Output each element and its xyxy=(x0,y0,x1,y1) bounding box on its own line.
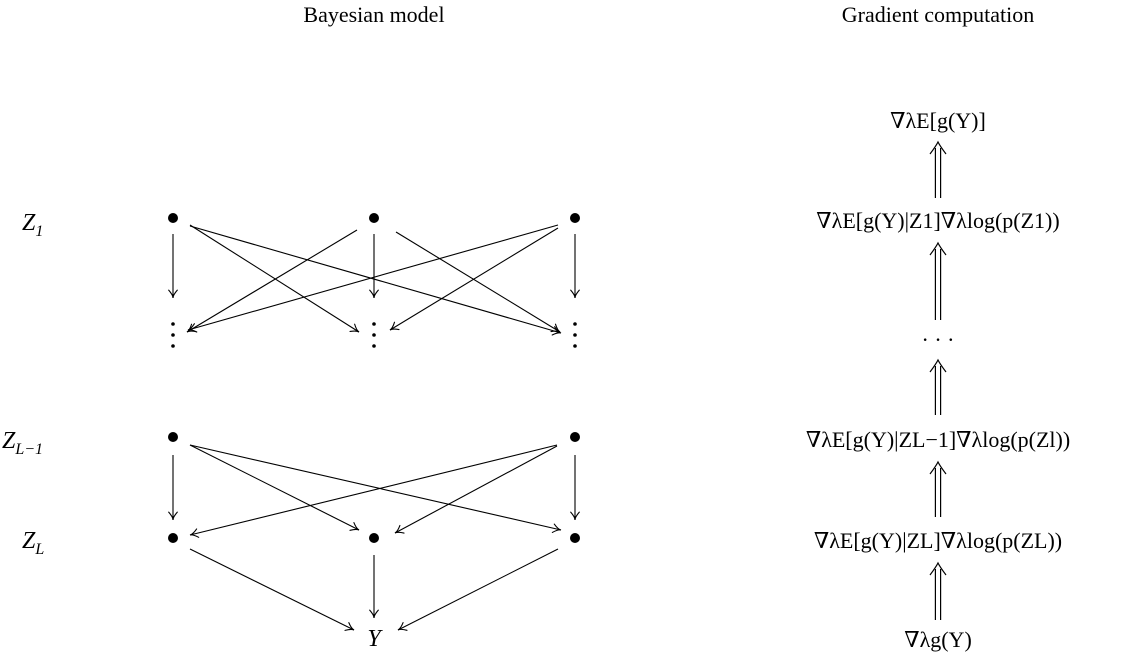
edge-z1-right-to-left xyxy=(187,224,559,333)
layer-label-z-l: ZL xyxy=(22,528,44,558)
edge-z1-center-to-right xyxy=(395,231,561,333)
gradient-computation-title: Gradient computation xyxy=(842,2,1034,27)
edge-z1-right-to-center xyxy=(389,227,559,331)
double-arrow-zl-to-zl1 xyxy=(929,460,947,517)
bayesian-model-title: Bayesian model xyxy=(303,2,444,27)
double-arrow-zl1-to-ellipsis xyxy=(929,358,947,415)
edge-z1-left-down xyxy=(168,234,178,299)
gradient-step-top: ∇λE[g(Y)] xyxy=(890,108,986,133)
edge-z1-center-down xyxy=(369,234,379,299)
ellipsis-center xyxy=(372,322,376,348)
node-z1-left xyxy=(168,213,178,223)
double-arrow-bottom-to-zl xyxy=(929,561,947,620)
edge-zl1-right-to-left xyxy=(189,444,558,538)
gradient-arrows xyxy=(929,140,947,620)
node-z-l-minus-1-right xyxy=(570,432,580,442)
gradient-step-z-l: ∇λE[g(Y)|ZL]∇λlog(p(ZL)) xyxy=(814,528,1062,553)
node-z-l-minus-1-left xyxy=(168,432,178,442)
ellipsis-left xyxy=(171,322,175,348)
edge-zl1-left-down xyxy=(168,455,178,521)
edge-z1-center-to-left xyxy=(186,229,358,333)
node-z-l-right xyxy=(570,533,580,543)
edge-zl-center-to-y xyxy=(369,555,379,619)
node-z1-center xyxy=(369,213,379,223)
ellipsis-right xyxy=(573,322,577,348)
edge-z1-left-to-right xyxy=(189,225,562,336)
edge-zl1-right-down xyxy=(570,455,580,521)
edge-zl1-right-to-center xyxy=(394,445,558,534)
gradient-step-z1: ∇λE[g(Y)|Z1]∇λlog(p(Z1)) xyxy=(816,208,1059,233)
edge-zl-left-to-y xyxy=(189,548,355,631)
edge-zl1-left-to-center xyxy=(189,444,360,531)
node-z1-right xyxy=(570,213,580,223)
gradient-step-ellipsis: · · · xyxy=(922,327,955,352)
node-z-l-center xyxy=(369,533,379,543)
gradient-step-bottom: ∇λg(Y) xyxy=(904,627,972,652)
layer-label-z-l-minus-1: ZL−1 xyxy=(2,428,43,458)
double-arrow-z1-to-top xyxy=(929,140,947,198)
node-z-l-left xyxy=(168,533,178,543)
gradient-step-z-l-minus-1: ∇λE[g(Y)|ZL−1]∇λlog(p(Zl)) xyxy=(806,427,1070,452)
edge-z1-right-down xyxy=(570,234,580,299)
double-arrow-ellipsis-to-z1 xyxy=(929,241,947,320)
edge-z1-left-to-center xyxy=(189,224,360,333)
edges xyxy=(168,224,580,631)
node-y: Y xyxy=(367,626,383,652)
edge-zl1-left-to-right xyxy=(189,444,562,533)
layer-label-z1: Z1 xyxy=(22,210,43,240)
edge-zl-right-to-y xyxy=(397,548,559,631)
